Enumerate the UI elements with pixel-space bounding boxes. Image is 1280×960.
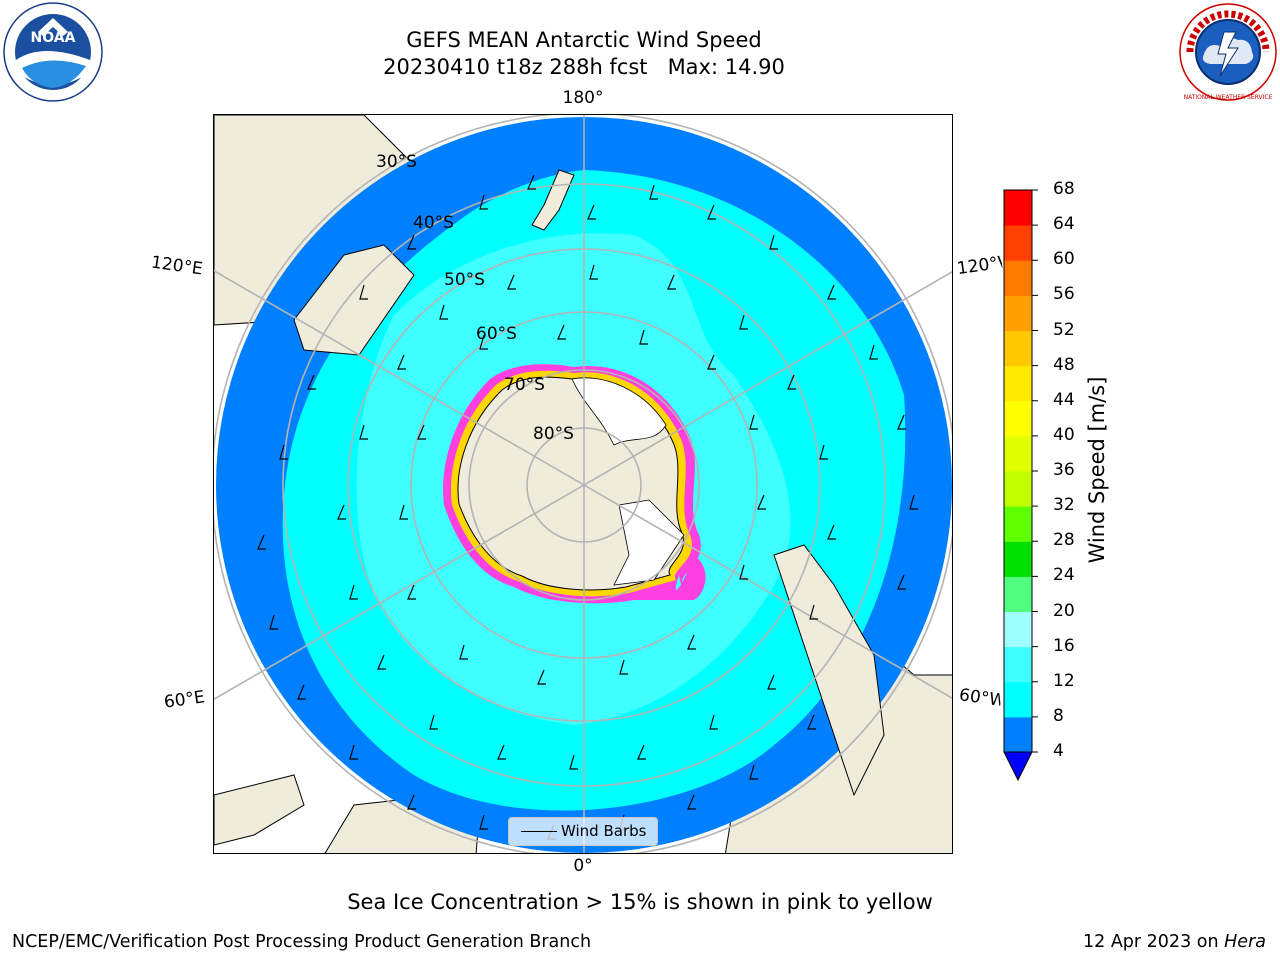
lon-label-0: 0° xyxy=(573,856,593,876)
colorbar-tick-label: 60 xyxy=(1053,249,1075,270)
noaa-logo-text: NOAA xyxy=(31,30,76,46)
colorbar-segment xyxy=(1004,541,1032,577)
wind-barb-legend-line xyxy=(521,831,557,832)
colorbar-segment xyxy=(1004,400,1032,437)
sea-ice-note: Sea Ice Concentration > 15% is shown in … xyxy=(347,890,933,914)
colorbar-tick-label: 24 xyxy=(1053,565,1075,586)
colorbar-segment xyxy=(1004,471,1032,507)
ross-ice-shelf xyxy=(571,377,667,446)
colorbar-tick-label: 48 xyxy=(1053,354,1075,375)
chart-title: GEFS MEAN Antarctic Wind Speed xyxy=(406,28,762,52)
colorbar-label: Wind Speed [m/s] xyxy=(1085,376,1109,564)
footer-machine: Hera xyxy=(1224,932,1266,952)
colorbar-segment xyxy=(1004,716,1032,753)
colorbar-tick-label: 32 xyxy=(1053,495,1075,516)
lon-label-120w: 120°W xyxy=(955,252,1004,280)
polar-map xyxy=(214,115,952,853)
colorbar-segment xyxy=(1004,330,1032,367)
wind-barb-legend-label: Wind Barbs xyxy=(561,822,647,840)
colorbar-segment xyxy=(1004,506,1032,542)
national-weather-service-logo: NATIONAL WEATHER SERVICE xyxy=(1179,3,1277,101)
colorbar-tick-label: 16 xyxy=(1053,635,1075,656)
graticule xyxy=(214,115,952,853)
lat-label-40s: 40°S xyxy=(413,213,454,233)
colorbar-segment xyxy=(1004,260,1032,296)
colorbar-under-triangle xyxy=(1003,751,1033,782)
colorbar-tick-label: 56 xyxy=(1053,284,1075,305)
meridian-60e-120w xyxy=(214,271,952,701)
colorbar-segment xyxy=(1004,365,1032,402)
colorbar-tick-label: 20 xyxy=(1053,600,1075,621)
lat-label-80s: 80°S xyxy=(533,424,574,444)
footer-credit: NCEP/EMC/Verification Post Processing Pr… xyxy=(12,932,592,952)
lon-label-120e: 120°E xyxy=(149,252,204,280)
colorbar-tick-label: 64 xyxy=(1053,214,1075,235)
colorbar-tick-label: 28 xyxy=(1053,530,1075,551)
colorbar-segment xyxy=(1004,225,1032,261)
lon-label-60e: 60°E xyxy=(162,687,207,713)
lon-label-180: 180° xyxy=(562,88,604,108)
colorbar-tick-label: 40 xyxy=(1053,424,1075,445)
noaa-logo: NOAA xyxy=(3,2,103,102)
colorbar-segment xyxy=(1004,190,1032,226)
lat-label-30s: 30°S xyxy=(376,152,417,172)
map-legend: Wind Barbs xyxy=(508,817,658,846)
colorbar-segment xyxy=(1004,646,1032,683)
footer-date: 12 Apr 2023 on Hera xyxy=(1083,932,1266,952)
colorbar-tick-label: 12 xyxy=(1053,670,1075,691)
colorbar-tick-label: 44 xyxy=(1053,389,1075,410)
nws-logo-text: NATIONAL WEATHER SERVICE xyxy=(1184,94,1273,101)
map-frame xyxy=(213,114,953,854)
footer-date-text: 12 Apr 2023 on xyxy=(1083,932,1225,952)
lat-label-70s: 70°S xyxy=(504,375,545,395)
colorbar-tick-label: 8 xyxy=(1053,705,1064,726)
colorbar-tick-label: 68 xyxy=(1053,179,1075,199)
colorbar-segment xyxy=(1004,576,1032,612)
lat-label-50s: 50°S xyxy=(444,270,485,290)
chart-subtitle: 20230410 t18z 288h fcst Max: 14.90 xyxy=(383,55,785,79)
colorbar-tick-label: 4 xyxy=(1053,741,1064,761)
colorbar-segment xyxy=(1004,611,1032,648)
colorbar-segment xyxy=(1004,435,1032,472)
ronne-ice-shelf xyxy=(613,499,685,586)
colorbar-segment xyxy=(1004,295,1032,331)
colorbar-segment xyxy=(1004,681,1032,718)
colorbar xyxy=(1003,189,1038,782)
colorbar-tick-label: 36 xyxy=(1053,460,1075,480)
lat-label-60s: 60°S xyxy=(476,324,517,344)
colorbar-tick-label: 52 xyxy=(1053,319,1075,340)
lon-label-60w: 60°W xyxy=(957,685,1003,711)
